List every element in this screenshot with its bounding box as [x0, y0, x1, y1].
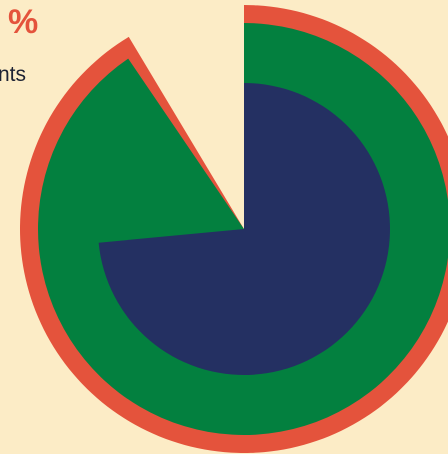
percent-heading: %: [8, 3, 39, 41]
pie-slice-inner: [98, 83, 391, 375]
caption-text: nts: [0, 63, 27, 86]
